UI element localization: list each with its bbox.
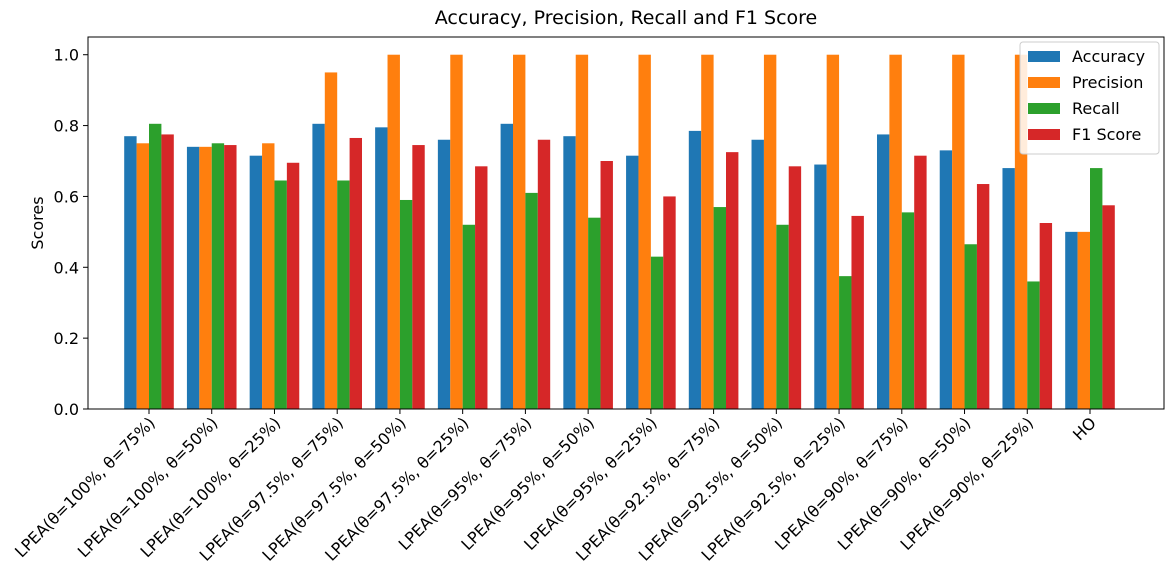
bar-accuracy-2 bbox=[249, 155, 263, 409]
bar-accuracy-0 bbox=[124, 136, 137, 409]
chart-title: Accuracy, Precision, Recall and F1 Score bbox=[435, 7, 817, 29]
bar-accuracy-10 bbox=[751, 139, 764, 410]
bar-recall-10 bbox=[776, 224, 789, 409]
legend-swatch-precision bbox=[1028, 77, 1060, 88]
bar-precision-15 bbox=[1077, 231, 1090, 409]
bar-f1-score-15 bbox=[1102, 205, 1115, 409]
bar-f1-score-2 bbox=[286, 162, 300, 409]
bar-precision-4 bbox=[387, 54, 400, 410]
bar-recall-1 bbox=[211, 143, 225, 410]
bar-accuracy-15 bbox=[1065, 231, 1078, 409]
bar-recall-15 bbox=[1090, 168, 1103, 409]
bar-precision-3 bbox=[324, 72, 338, 410]
bar-f1-score-1 bbox=[224, 145, 237, 409]
bar-precision-13 bbox=[952, 54, 965, 410]
y-tick-label: 0.0 bbox=[54, 400, 79, 419]
x-tick-label: HO bbox=[1069, 413, 1100, 444]
bar-accuracy-6 bbox=[500, 123, 513, 410]
bar-recall-8 bbox=[650, 256, 664, 409]
legend-swatch-f1-score bbox=[1028, 129, 1060, 140]
bar-accuracy-7 bbox=[563, 136, 576, 409]
bar-recall-12 bbox=[901, 212, 915, 409]
bar-precision-2 bbox=[262, 143, 275, 410]
bar-accuracy-4 bbox=[375, 127, 388, 409]
legend-label: Recall bbox=[1072, 99, 1120, 118]
bar-recall-5 bbox=[462, 224, 476, 409]
bar-recall-13 bbox=[964, 244, 977, 409]
bar-f1-score-6 bbox=[537, 139, 551, 410]
bar-f1-score-10 bbox=[788, 166, 802, 409]
bar-recall-2 bbox=[274, 180, 287, 409]
bar-recall-6 bbox=[525, 192, 538, 409]
bar-accuracy-11 bbox=[814, 164, 827, 409]
y-axis-label: Scores bbox=[28, 196, 47, 249]
bar-f1-score-0 bbox=[161, 134, 174, 409]
y-tick-label: 0.4 bbox=[54, 258, 79, 277]
bar-precision-10 bbox=[763, 54, 777, 410]
bar-f1-score-11 bbox=[851, 215, 864, 409]
bar-recall-0 bbox=[149, 123, 162, 410]
legend-label: Accuracy bbox=[1072, 47, 1145, 66]
bar-precision-5 bbox=[450, 54, 463, 410]
bar-precision-0 bbox=[136, 143, 149, 410]
bar-accuracy-3 bbox=[312, 123, 325, 410]
bar-accuracy-8 bbox=[626, 155, 639, 409]
bar-f1-score-12 bbox=[914, 155, 927, 409]
legend-box bbox=[1019, 41, 1160, 155]
bar-f1-score-4 bbox=[412, 145, 425, 409]
x-axis-ticks: LPEA(θ=100%, θ=75%)LPEA(θ=100%, θ=50%)LP… bbox=[11, 409, 1100, 565]
bar-accuracy-13 bbox=[939, 150, 953, 409]
bar-recall-9 bbox=[713, 207, 726, 409]
x-tick-label: LPEA(θ=90%, θ=25%) bbox=[897, 413, 1038, 554]
bar-precision-1 bbox=[199, 146, 212, 409]
bar-recall-7 bbox=[588, 217, 601, 409]
y-tick-label: 0.6 bbox=[54, 187, 79, 206]
legend-swatch-accuracy bbox=[1028, 51, 1060, 62]
bar-accuracy-14 bbox=[1002, 168, 1015, 409]
y-tick-label: 0.8 bbox=[54, 117, 79, 136]
bar-recall-14 bbox=[1027, 281, 1040, 409]
bar-f1-score-8 bbox=[663, 196, 676, 409]
bar-f1-score-14 bbox=[1039, 223, 1053, 409]
bar-precision-6 bbox=[513, 54, 526, 410]
bar-f1-score-3 bbox=[349, 137, 362, 409]
legend: Accuracy Precision Recall F1 Score bbox=[1019, 41, 1160, 155]
bar-recall-11 bbox=[839, 276, 852, 409]
bar-recall-3 bbox=[337, 180, 350, 409]
bar-precision-12 bbox=[889, 54, 902, 410]
bar-f1-score-13 bbox=[976, 184, 990, 409]
bar-precision-11 bbox=[826, 54, 840, 410]
bar-accuracy-1 bbox=[186, 146, 200, 409]
bar-f1-score-7 bbox=[600, 161, 613, 409]
bar-accuracy-9 bbox=[688, 130, 702, 409]
bar-f1-score-5 bbox=[475, 166, 488, 409]
bar-accuracy-12 bbox=[877, 134, 890, 409]
legend-swatch-recall bbox=[1028, 103, 1060, 114]
legend-label: F1 Score bbox=[1072, 125, 1141, 144]
bar-recall-4 bbox=[399, 199, 413, 409]
bar-precision-9 bbox=[701, 54, 714, 410]
y-axis-ticks: 0.0 0.2 0.4 0.6 0.8 1.0 bbox=[54, 46, 88, 419]
y-tick-label: 1.0 bbox=[54, 46, 79, 65]
bar-precision-7 bbox=[575, 54, 589, 410]
legend-label: Precision bbox=[1072, 73, 1143, 92]
bar-f1-score-9 bbox=[726, 152, 739, 409]
bars-group bbox=[124, 54, 1115, 410]
y-tick-label: 0.2 bbox=[54, 329, 79, 348]
bar-accuracy-5 bbox=[437, 139, 451, 410]
bar-precision-8 bbox=[638, 54, 651, 410]
plot-frame bbox=[87, 36, 1165, 410]
